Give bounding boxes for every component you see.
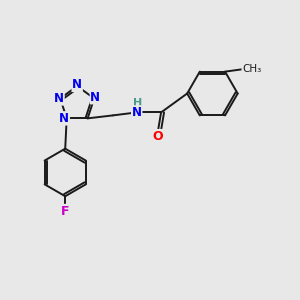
Text: N: N (72, 78, 82, 92)
Text: O: O (152, 130, 163, 143)
Text: F: F (61, 205, 70, 218)
Text: N: N (90, 91, 100, 104)
Text: N: N (59, 112, 69, 125)
Text: H: H (133, 98, 142, 109)
Text: N: N (54, 92, 64, 105)
Text: CH₃: CH₃ (242, 64, 261, 74)
Text: N: N (132, 106, 142, 119)
